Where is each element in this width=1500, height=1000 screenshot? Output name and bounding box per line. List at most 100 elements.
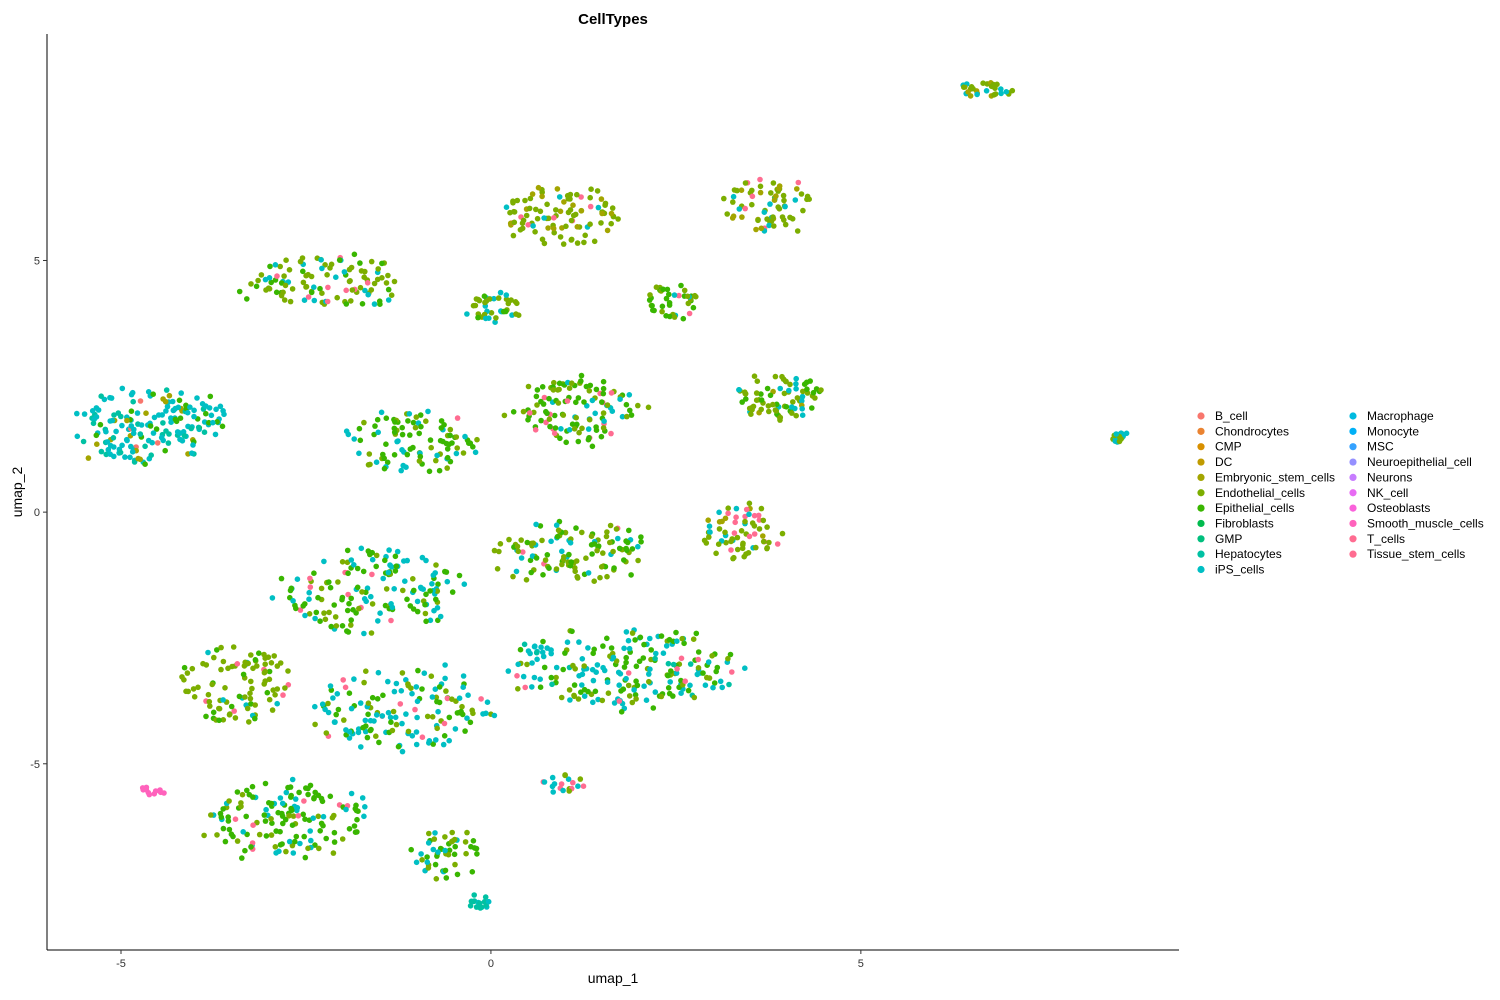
data-point: [671, 292, 678, 298]
data-point: [481, 293, 488, 300]
data-point: [404, 596, 410, 603]
data-point: [375, 266, 382, 272]
data-point: [163, 387, 170, 393]
data-point: [647, 666, 653, 672]
data-point: [429, 581, 435, 587]
data-point: [1123, 430, 1130, 437]
data-point: [343, 806, 349, 813]
data-point: [213, 406, 219, 413]
data-point: [431, 836, 438, 842]
data-point: [743, 551, 749, 557]
data-point: [177, 436, 183, 443]
data-point: [634, 682, 641, 689]
data-point: [293, 833, 300, 840]
data-point: [595, 543, 602, 549]
data-point: [589, 443, 596, 450]
data-point: [774, 541, 781, 547]
data-point: [464, 715, 470, 721]
data-point: [405, 728, 412, 735]
data-point: [591, 578, 597, 584]
data-point: [218, 666, 224, 673]
data-point: [534, 215, 541, 222]
data-point: [477, 900, 483, 906]
data-point: [212, 431, 219, 438]
data-point: [724, 211, 730, 217]
data-point: [294, 576, 301, 582]
data-point: [462, 433, 468, 440]
data-point: [618, 688, 624, 694]
data-point: [621, 664, 628, 670]
data-point: [576, 639, 582, 645]
data-point: [344, 607, 351, 614]
data-point: [589, 551, 595, 557]
data-point: [616, 545, 623, 552]
data-point: [255, 650, 262, 656]
data-point: [256, 831, 263, 838]
data-point: [574, 191, 580, 198]
data-point: [753, 544, 759, 551]
data-point: [641, 641, 647, 648]
data-point: [98, 448, 105, 455]
data-point: [460, 684, 467, 690]
data-point: [572, 568, 578, 575]
data-point: [586, 416, 593, 423]
data-point: [551, 430, 558, 437]
data-point: [739, 214, 745, 220]
data-point: [124, 437, 130, 444]
data-point: [793, 412, 799, 419]
data-point: [375, 618, 381, 624]
data-point: [269, 595, 276, 601]
data-point: [359, 589, 365, 595]
data-point: [713, 550, 719, 557]
data-point: [331, 839, 338, 845]
data-point: [373, 459, 380, 466]
data-point: [412, 424, 419, 431]
data-point: [319, 290, 325, 297]
data-point: [652, 689, 659, 695]
data-point: [378, 409, 385, 416]
data-point: [274, 273, 280, 279]
data-point: [521, 641, 528, 648]
data-point: [525, 383, 532, 390]
data-point: [189, 665, 196, 672]
data-point: [529, 191, 536, 197]
x-axis-label: umap_1: [588, 970, 639, 986]
legend-label: Monocyte: [1367, 424, 1419, 438]
data-point: [339, 559, 346, 565]
data-point: [297, 607, 304, 613]
data-point: [503, 204, 510, 210]
data-point: [354, 565, 361, 572]
data-point: [653, 284, 660, 291]
data-point: [551, 215, 557, 221]
data-point: [239, 791, 246, 798]
data-point: [441, 733, 448, 739]
data-point: [203, 410, 209, 417]
data-point: [130, 398, 136, 405]
data-point: [348, 622, 354, 628]
data-point: [809, 405, 815, 411]
data-point: [268, 660, 275, 666]
data-point: [311, 297, 318, 304]
data-point: [107, 418, 113, 424]
data-point: [635, 402, 641, 409]
data-point: [488, 310, 495, 316]
data-point: [638, 534, 644, 540]
legend-swatch: [1349, 519, 1357, 528]
data-point: [462, 839, 469, 845]
data-point: [362, 287, 368, 294]
data-point: [404, 557, 411, 564]
data-point: [1113, 431, 1119, 437]
data-point: [220, 806, 226, 812]
data-point: [333, 623, 340, 629]
data-point: [617, 396, 623, 403]
data-point: [538, 644, 544, 650]
data-point: [566, 427, 573, 433]
data-point: [464, 829, 470, 836]
data-point: [336, 257, 343, 263]
data-point: [753, 397, 760, 404]
data-point: [533, 555, 540, 561]
data-point: [359, 301, 366, 307]
data-point: [719, 518, 725, 525]
data-point: [578, 194, 584, 200]
legend-swatch: [1197, 458, 1205, 466]
